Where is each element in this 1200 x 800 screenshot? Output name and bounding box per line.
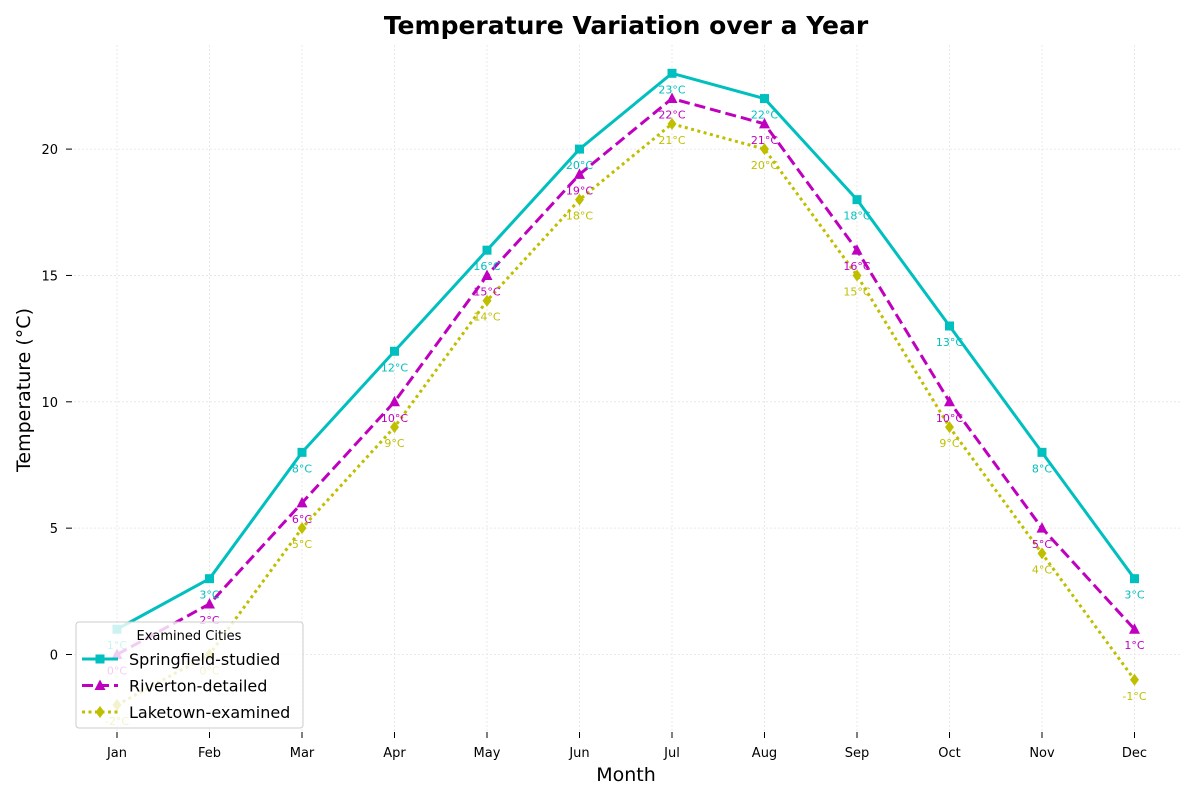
data-point-springfield-studied	[1130, 574, 1139, 584]
data-label-laketown-examined: 15°C	[843, 285, 870, 298]
data-point-springfield-studied	[575, 144, 584, 154]
data-label-laketown-examined: 9°C	[384, 437, 404, 450]
data-label-riverton-detailed: 15°C	[473, 285, 500, 298]
y-axis-label: Temperature (°C)	[13, 308, 35, 473]
data-point-riverton-detailed	[1129, 623, 1140, 634]
data-label-riverton-detailed: 22°C	[658, 109, 685, 122]
data-label-springfield-studied: 16°C	[473, 260, 500, 273]
data-point-riverton-detailed	[389, 395, 400, 407]
series-layer	[111, 68, 1140, 712]
data-point-laketown-examined	[390, 421, 399, 434]
data-point-riverton-detailed	[1036, 522, 1048, 533]
data-label-riverton-detailed: 16°C	[843, 260, 870, 273]
y-axis: 0 5 10 15 20	[41, 143, 72, 664]
data-point-laketown-examined	[575, 193, 584, 206]
data-label-springfield-studied: 8°C	[292, 462, 312, 475]
y-tick-label: 15	[41, 269, 58, 284]
data-label-riverton-detailed: 10°C	[936, 412, 963, 425]
legend-label-riverton-detailed: Riverton-detailed	[129, 677, 267, 696]
legend-marker-riverton-detailed	[94, 679, 106, 690]
data-label-springfield-studied: 12°C	[381, 361, 408, 374]
data-label-springfield-studied: 22°C	[751, 109, 778, 122]
data-label-laketown-examined: -1°C	[1122, 690, 1146, 703]
x-axis: Jan Feb Mar Apr May Jun Jul Aug Sep Oct Nov Dec	[106, 732, 1147, 761]
data-point-laketown-examined	[945, 421, 954, 434]
legend-label-springfield-studied: Springfield-studied	[129, 650, 280, 669]
data-point-riverton-detailed	[944, 395, 955, 407]
data-label-springfield-studied: 13°C	[936, 336, 963, 349]
data-label-laketown-examined: 9°C	[939, 437, 959, 450]
x-tick-label: May	[474, 746, 501, 761]
data-point-springfield-studied	[760, 94, 769, 104]
y-tick-label: 5	[50, 522, 58, 537]
data-point-riverton-detailed	[204, 597, 215, 609]
x-tick-label: Aug	[752, 746, 777, 761]
legend-marker-laketown-examined	[95, 706, 105, 718]
x-tick-label: Sep	[845, 746, 870, 761]
data-label-riverton-detailed: 5°C	[1032, 538, 1052, 551]
data-point-laketown-examined	[760, 143, 769, 156]
legend-title: Examined Cities	[137, 629, 242, 644]
legend: Examined Cities Springfield-studied Rivert…	[75, 621, 304, 729]
data-label-laketown-examined: 14°C	[473, 311, 500, 324]
data-label-laketown-examined: 5°C	[292, 538, 312, 551]
data-point-springfield-studied	[482, 245, 492, 255]
data-point-laketown-examined	[297, 522, 307, 535]
x-tick-label: Apr	[383, 746, 406, 761]
data-label-riverton-detailed: 1°C	[1124, 639, 1144, 652]
data-label-springfield-studied: 23°C	[658, 83, 685, 96]
data-point-springfield-studied	[297, 447, 307, 457]
x-tick-label: Feb	[198, 746, 221, 761]
data-label-springfield-studied: 3°C	[199, 589, 219, 602]
y-tick-label: 0	[50, 649, 58, 664]
data-point-riverton-detailed	[574, 168, 585, 179]
x-tick-label: Oct	[938, 746, 960, 761]
data-label-laketown-examined: 4°C	[1032, 563, 1052, 576]
series-line-riverton-detailed	[116, 97, 1136, 656]
data-point-riverton-detailed	[759, 117, 770, 129]
series-line-laketown-examined	[116, 122, 1136, 707]
data-label-springfield-studied: 3°C	[1124, 589, 1144, 602]
data-label-laketown-examined: 21°C	[658, 134, 685, 147]
data-point-springfield-studied	[852, 195, 862, 205]
data-label-riverton-detailed: 19°C	[566, 184, 593, 197]
x-tick-label: Mar	[290, 746, 315, 761]
data-label-laketown-examined: 18°C	[566, 210, 593, 223]
x-tick-label: Jun	[568, 746, 589, 761]
x-tick-label: Jul	[663, 746, 680, 761]
data-point-laketown-examined	[852, 269, 862, 282]
data-label-riverton-detailed: 10°C	[381, 412, 408, 425]
data-point-riverton-detailed	[851, 244, 863, 255]
data-point-laketown-examined	[1037, 547, 1047, 560]
legend-box	[75, 621, 304, 729]
series-line-springfield-studied	[116, 71, 1136, 631]
data-point-riverton-detailed	[666, 92, 678, 104]
data-label-riverton-detailed: 6°C	[292, 513, 312, 526]
data-point-laketown-examined	[667, 117, 677, 130]
x-tick-label: Dec	[1122, 746, 1147, 761]
data-label-springfield-studied: 20°C	[566, 159, 593, 172]
chart-title: Temperature Variation over a Year	[384, 11, 869, 40]
data-point-springfield-studied	[1037, 447, 1047, 457]
data-point-riverton-detailed	[296, 496, 308, 508]
data-point-laketown-examined	[1130, 673, 1139, 686]
data-point-springfield-studied	[390, 346, 399, 356]
y-tick-label: 10	[41, 396, 58, 411]
legend-marker-springfield-studied	[95, 654, 105, 664]
x-axis-label: Month	[596, 764, 656, 786]
data-point-riverton-detailed	[481, 269, 493, 280]
x-tick-label: Jan	[106, 746, 127, 761]
legend-label-laketown-examined: Laketown-examined	[129, 703, 290, 722]
data-label-springfield-studied: 18°C	[843, 210, 870, 223]
y-tick-label: 20	[41, 143, 58, 158]
data-label-springfield-studied: 8°C	[1032, 462, 1052, 475]
data-label-riverton-detailed: 21°C	[751, 134, 778, 147]
data-point-laketown-examined	[482, 294, 492, 307]
data-point-springfield-studied	[205, 574, 214, 584]
x-tick-label: Nov	[1029, 746, 1055, 761]
data-label-laketown-examined: 20°C	[751, 159, 778, 172]
data-point-springfield-studied	[667, 68, 677, 78]
data-point-springfield-studied	[945, 321, 954, 331]
